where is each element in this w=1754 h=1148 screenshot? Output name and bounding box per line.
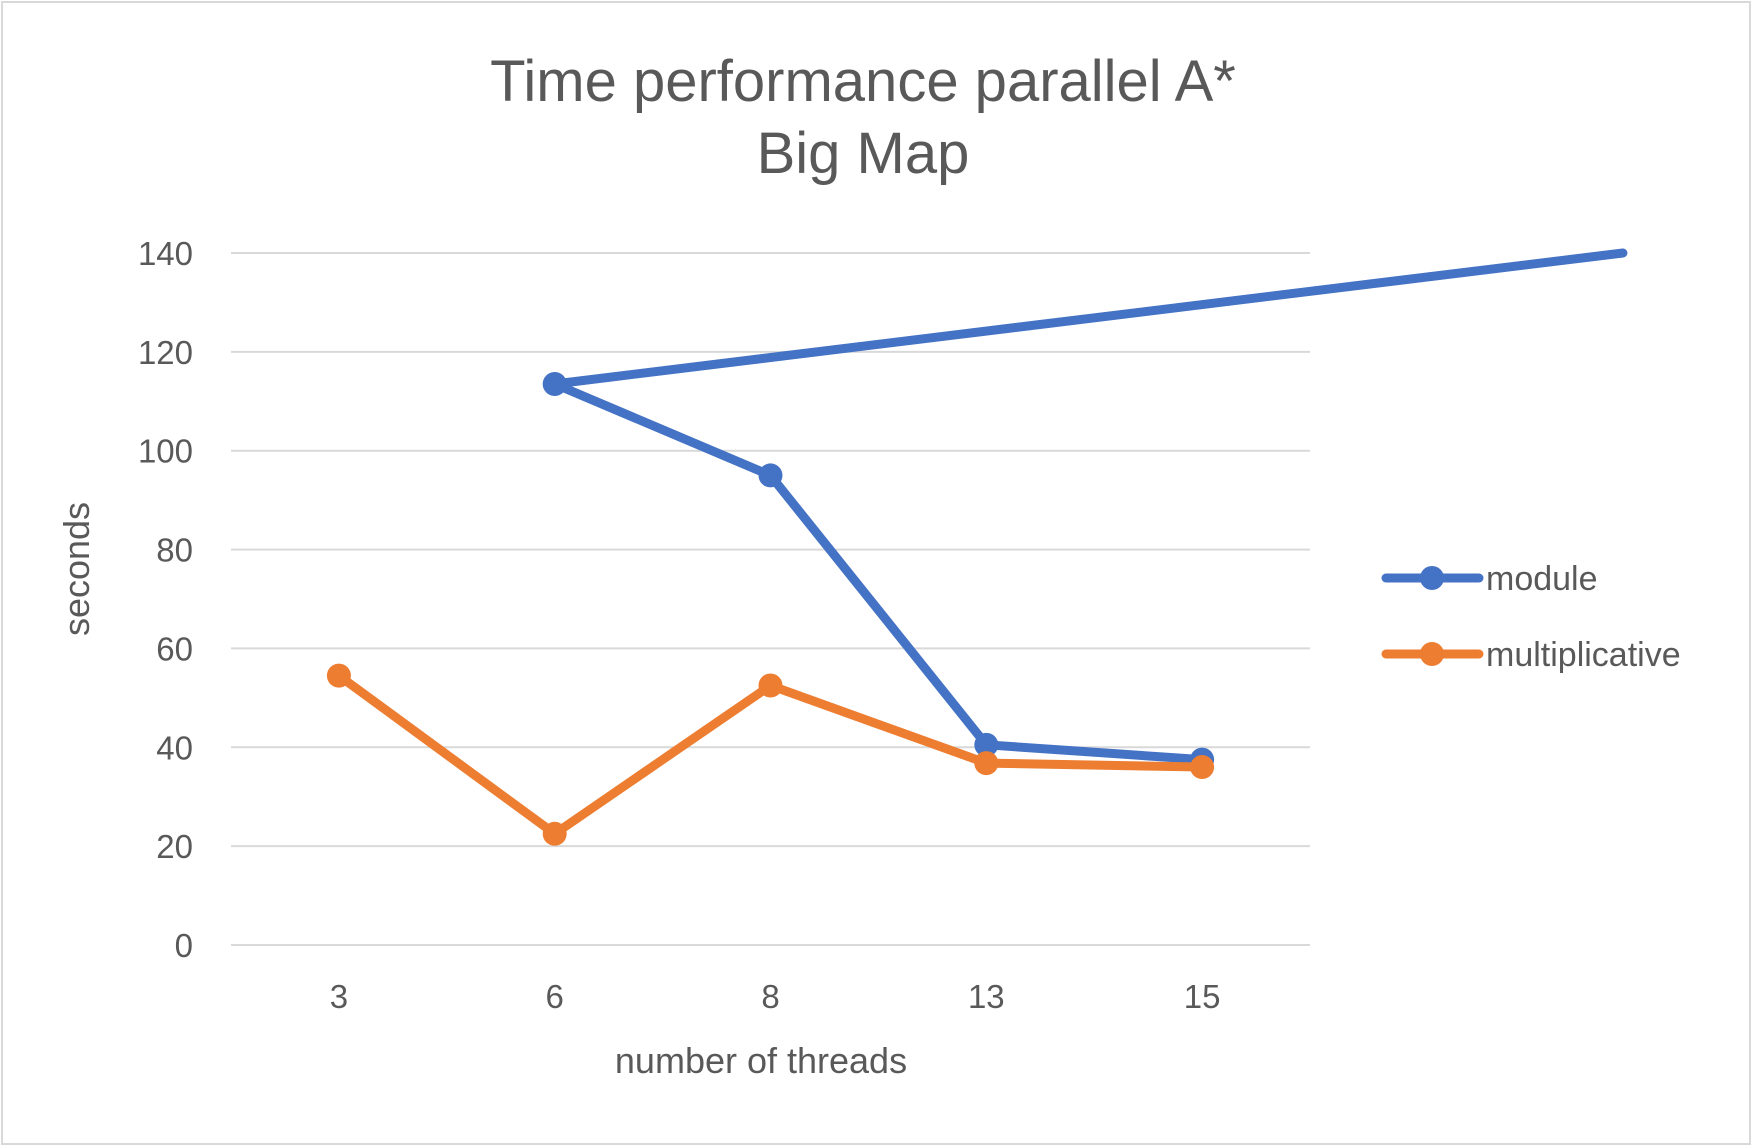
- chart-title-line-2: Big Map: [757, 121, 970, 186]
- y-tick-label: 0: [175, 927, 193, 964]
- gridlines: [231, 252, 1310, 946]
- y-tick-label: 20: [156, 828, 193, 865]
- legend-marker-multiplicative: [1420, 642, 1444, 666]
- x-tick-label: 6: [546, 978, 564, 1015]
- y-tick-label: 100: [138, 433, 193, 470]
- series-line-module: [550, 248, 1628, 765]
- x-tick-label: 8: [761, 978, 779, 1015]
- y-tick-label: 120: [138, 334, 193, 371]
- legend-label-module: module: [1486, 560, 1598, 598]
- chart-title-line-1: Time performance parallel A*: [490, 49, 1236, 114]
- data-point-multiplicative: [326, 663, 351, 688]
- data-point-module: [542, 371, 567, 396]
- y-tick-label: 140: [138, 235, 193, 272]
- y-tick-label: 80: [156, 532, 193, 569]
- data-point-multiplicative: [1190, 755, 1215, 780]
- y-tick-label: 60: [156, 630, 193, 667]
- legend-label-multiplicative: multiplicative: [1486, 636, 1681, 674]
- series-group: [326, 248, 1628, 846]
- y-axis-label: seconds: [56, 502, 97, 636]
- data-point-module: [974, 732, 999, 757]
- data-point-multiplicative: [974, 751, 999, 776]
- legend-marker-module: [1420, 566, 1444, 590]
- y-tick-label: 40: [156, 729, 193, 766]
- x-axis-ticks: 3 6 8 13 15: [330, 978, 1221, 1015]
- y-axis-ticks: 0 20 40 60 80 100 120 140: [138, 235, 193, 964]
- data-point-module: [758, 463, 783, 488]
- legend: module multiplicative: [1381, 560, 1681, 674]
- x-tick-label: 13: [968, 978, 1005, 1015]
- line-chart: Time performance parallel A* Big Map 0 20…: [56, 49, 1681, 1081]
- data-point-multiplicative: [758, 673, 783, 698]
- x-axis-label: number of threads: [615, 1040, 907, 1081]
- x-tick-label: 15: [1184, 978, 1221, 1015]
- x-tick-label: 3: [330, 978, 348, 1015]
- data-point-multiplicative: [542, 821, 567, 846]
